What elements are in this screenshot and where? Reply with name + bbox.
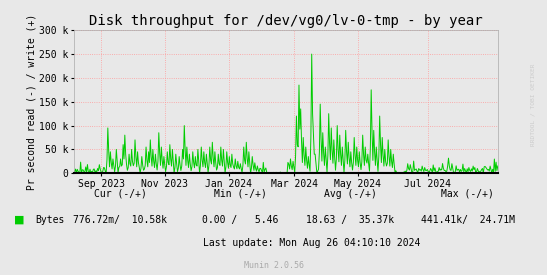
Text: Last update: Mon Aug 26 04:10:10 2024: Last update: Mon Aug 26 04:10:10 2024 — [203, 238, 421, 248]
Y-axis label: Pr second read (-) / write (+): Pr second read (-) / write (+) — [26, 14, 36, 190]
Text: RRDTOOL / TOBI OETIKER: RRDTOOL / TOBI OETIKER — [531, 63, 536, 146]
Title: Disk throughput for /dev/vg0/lv-0-tmp - by year: Disk throughput for /dev/vg0/lv-0-tmp - … — [89, 14, 482, 28]
Text: ■: ■ — [14, 215, 24, 225]
Text: 0.00 /   5.46: 0.00 / 5.46 — [202, 215, 279, 225]
Text: Munin 2.0.56: Munin 2.0.56 — [243, 261, 304, 270]
Text: Cur (-/+): Cur (-/+) — [94, 189, 147, 199]
Text: 441.41k/  24.71M: 441.41k/ 24.71M — [421, 215, 515, 225]
Text: Avg (-/+): Avg (-/+) — [324, 189, 376, 199]
Text: 18.63 /  35.37k: 18.63 / 35.37k — [306, 215, 394, 225]
Text: Max (-/+): Max (-/+) — [441, 189, 494, 199]
Text: Min (-/+): Min (-/+) — [214, 189, 267, 199]
Text: Bytes: Bytes — [36, 215, 65, 225]
Text: 776.72m/  10.58k: 776.72m/ 10.58k — [73, 215, 167, 225]
